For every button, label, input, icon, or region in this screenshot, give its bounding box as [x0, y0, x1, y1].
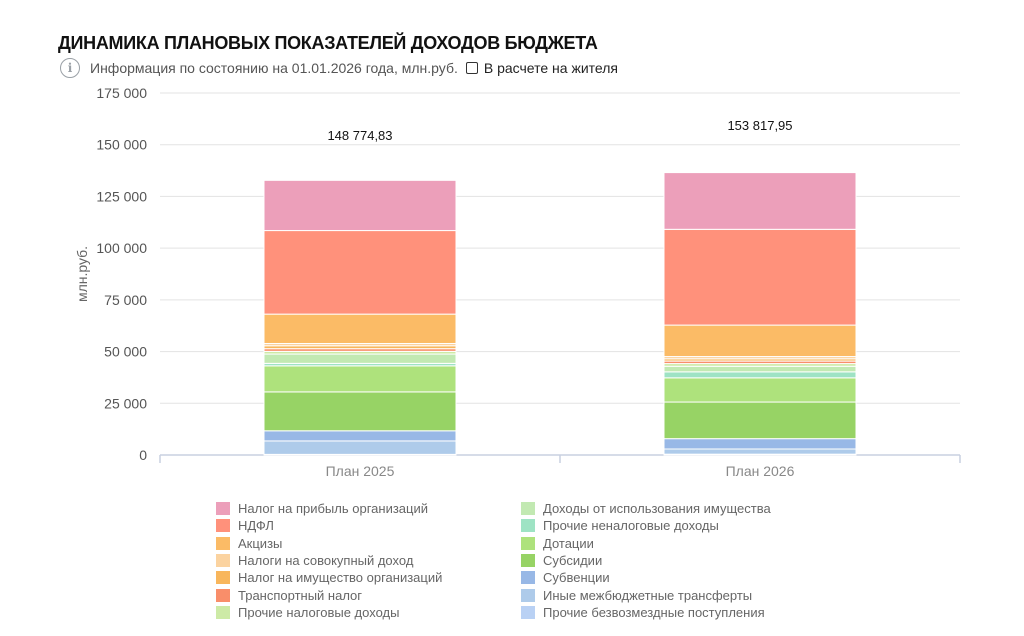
legend-swatch [521, 571, 535, 585]
bar-segment [263, 365, 457, 393]
y-tick-label: 0 [139, 447, 147, 463]
total-label: 148 774,83 [327, 128, 392, 143]
legend-item[interactable]: Доходы от использования имущества [521, 500, 826, 517]
legend-item[interactable]: Прочие безвозмездные поступления [521, 604, 826, 621]
legend-swatch [521, 502, 535, 516]
legend-label: Транспортный налог [238, 587, 363, 603]
info-text: Информация по состоянию на 01.01.2026 го… [90, 60, 458, 76]
bar-segment [663, 371, 857, 379]
legend-label: Налог на имущество организаций [238, 570, 443, 586]
legend-label: Субсидии [543, 553, 603, 569]
bar-segment [263, 391, 457, 432]
bar-segment [663, 377, 857, 403]
legend-item[interactable]: Налог на имущество организаций [216, 569, 521, 586]
legend-label: Налоги на совокупный доход [238, 553, 414, 569]
bar-segment [663, 365, 857, 373]
per-capita-checkbox[interactable] [465, 62, 478, 74]
legend-label: Доходы от использования имущества [543, 501, 771, 517]
stacked-bar-chart: 0 25 000 50 000 75 000 100 000 125 000 150 000… [74, 85, 961, 479]
legend-item[interactable]: НДФЛ [216, 517, 521, 534]
bar-segment [263, 353, 457, 364]
bar-segment [263, 440, 457, 455]
legend-label: Субвенции [543, 570, 610, 586]
legend-swatch [521, 588, 535, 602]
legend-swatch [521, 605, 535, 619]
chart-title: ДИНАМИКА ПЛАНОВЫХ ПОКАЗАТЕЛЕЙ ДОХОДОВ БЮ… [58, 33, 598, 53]
y-axis-label: млн.руб. [74, 246, 90, 302]
bar-segment [263, 179, 457, 232]
per-capita-label[interactable]: В расчете на жителя [483, 60, 618, 76]
total-label: 153 817,95 [727, 118, 792, 133]
legend-label: Прочие безвозмездные поступления [543, 604, 765, 620]
legend-label: НДФЛ [238, 518, 274, 534]
info-icon[interactable]: i [60, 58, 80, 78]
bar-segment [263, 230, 457, 315]
subtitle-row: i Информация по состоянию на 01.01.2026 … [60, 58, 618, 78]
legend-item[interactable]: Субвенции [521, 569, 826, 586]
y-tick-label: 50 000 [104, 344, 147, 360]
bar-segment [263, 430, 457, 442]
y-tick-label: 100 000 [96, 240, 147, 256]
y-tick-label: 75 000 [104, 292, 147, 308]
legend-item[interactable]: Налоги на совокупный доход [216, 552, 521, 569]
y-tick-label: 125 000 [96, 188, 147, 204]
legend-swatch [521, 554, 535, 568]
bar-segment [663, 172, 857, 230]
legend-item[interactable]: Прочие неналоговые доходы [521, 517, 826, 534]
legend-label: Прочие неналоговые доходы [543, 518, 719, 534]
legend-label: Акцизы [238, 535, 283, 551]
legend-item[interactable]: Акцизы [216, 535, 521, 552]
bar-segment [663, 438, 857, 450]
bar-segment [663, 448, 857, 455]
legend-item[interactable]: Налог на прибыль организаций [216, 500, 521, 517]
chart-legend: Налог на прибыль организаций НДФЛ Акцизы На… [216, 500, 826, 621]
legend-swatch [216, 605, 230, 619]
legend-label: Иные межбюджетные трансферты [543, 587, 753, 603]
legend-item[interactable]: Дотации [521, 535, 826, 552]
legend-item[interactable]: Прочие налоговые доходы [216, 604, 521, 621]
legend-label: Налог на прибыль организаций [238, 501, 428, 517]
legend-swatch [216, 571, 230, 585]
bar-segment [263, 313, 457, 345]
y-tick-label: 175 000 [96, 85, 147, 101]
y-tick-label: 150 000 [96, 137, 147, 153]
x-tick-label: План 2026 [726, 463, 795, 479]
legend-item[interactable]: Транспортный налог [216, 586, 521, 603]
bar-segment [663, 228, 857, 326]
legend-swatch [216, 554, 230, 568]
y-tick-label: 25 000 [104, 395, 147, 411]
legend-item[interactable]: Субсидии [521, 552, 826, 569]
legend-swatch [521, 536, 535, 550]
legend-swatch [216, 588, 230, 602]
legend-swatch [216, 536, 230, 550]
legend-item[interactable]: Иные межбюджетные трансферты [521, 586, 826, 603]
bar-segment [663, 401, 857, 440]
legend-label: Дотации [543, 535, 594, 551]
legend-label: Прочие налоговые доходы [238, 604, 400, 620]
x-tick-label: План 2025 [326, 463, 395, 479]
legend-swatch [216, 519, 230, 533]
legend-swatch [521, 519, 535, 533]
bar-segment [663, 324, 857, 358]
legend-swatch [216, 502, 230, 516]
